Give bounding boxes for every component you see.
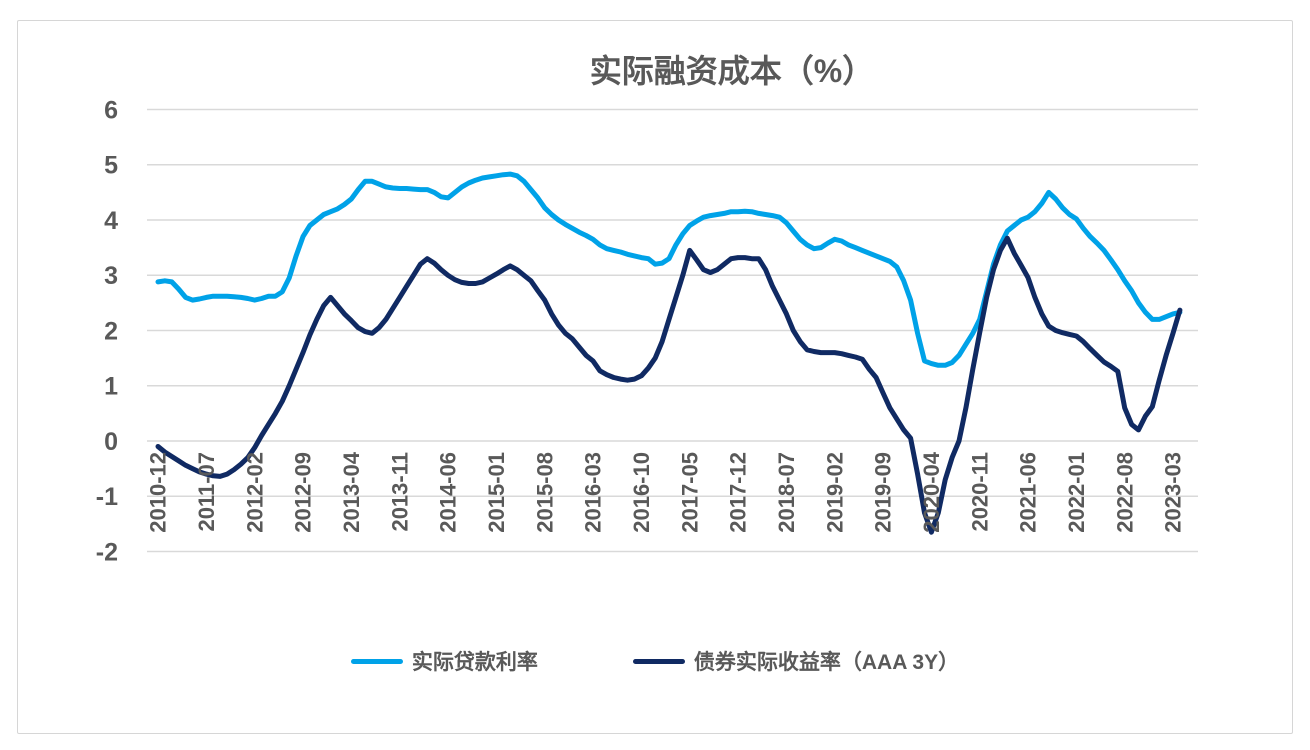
x-axis-tick-label: 2012-09 bbox=[291, 452, 316, 533]
x-axis-tick-label: 2014-06 bbox=[436, 452, 461, 533]
x-axis-tick-label: 2021-06 bbox=[1016, 452, 1041, 533]
y-axis-tick-label: 6 bbox=[104, 96, 118, 124]
x-axis-tick-label: 2016-03 bbox=[581, 452, 606, 533]
chart-border bbox=[17, 20, 1293, 734]
y-axis-tick-label: 5 bbox=[104, 152, 118, 180]
x-axis-tick-label: 2013-11 bbox=[387, 452, 412, 532]
y-axis-tick-label: 2 bbox=[104, 317, 118, 345]
x-axis-tick-label: 2011-07 bbox=[194, 452, 219, 532]
legend-item-loan-rate: 实际贷款利率 bbox=[350, 646, 538, 676]
legend-line-swatch-loan-rate bbox=[350, 658, 403, 664]
legend-line-swatch-bond-yield bbox=[632, 658, 685, 664]
x-axis-tick-label: 2012-02 bbox=[242, 452, 267, 533]
y-axis-tick-label: 0 bbox=[104, 428, 118, 456]
x-axis-tick-label: 2018-07 bbox=[774, 452, 799, 533]
x-axis-tick-label: 2015-01 bbox=[484, 452, 509, 533]
series-line-loan-rate bbox=[155, 171, 1183, 368]
legend: 实际贷款利率 债券实际收益率（AAA 3Y） bbox=[0, 646, 1310, 676]
x-axis-tick-label: 2017-05 bbox=[677, 452, 702, 533]
x-axis-tick-label: 2023-03 bbox=[1161, 452, 1186, 533]
x-axis-tick-label: 2022-08 bbox=[1112, 452, 1137, 533]
y-axis-tick-label: 1 bbox=[104, 373, 118, 401]
x-axis-tick-label: 2016-10 bbox=[629, 452, 654, 533]
series-line-bond-yield bbox=[155, 235, 1183, 535]
legend-item-bond-yield: 债券实际收益率（AAA 3Y） bbox=[632, 646, 960, 676]
y-axis-tick-label: -1 bbox=[96, 483, 118, 511]
x-axis-tick-label: 2019-09 bbox=[871, 452, 896, 533]
x-axis-tick-label: 2013-04 bbox=[339, 451, 364, 533]
y-axis-tick-label: -2 bbox=[96, 538, 118, 566]
x-axis-tick-label: 2017-12 bbox=[726, 452, 751, 533]
x-axis-tick-label: 2015-08 bbox=[532, 452, 557, 533]
y-axis-tick-label: 4 bbox=[104, 207, 118, 235]
x-axis-tick-label: 2019-02 bbox=[822, 452, 847, 533]
legend-label-bond-yield: 债券实际收益率（AAA 3Y） bbox=[693, 651, 960, 674]
legend-label-loan-rate: 实际贷款利率 bbox=[411, 651, 538, 674]
x-axis-tick-label: 2020-11 bbox=[967, 452, 992, 532]
chart-title: 实际融资成本（%） bbox=[589, 53, 875, 89]
x-axis-tick-label: 2020-04 bbox=[919, 451, 944, 533]
x-axis-tick-label: 2010-12 bbox=[146, 452, 171, 533]
y-axis-tick-label: 3 bbox=[104, 262, 118, 290]
x-axis-tick-label: 2022-01 bbox=[1064, 452, 1089, 533]
